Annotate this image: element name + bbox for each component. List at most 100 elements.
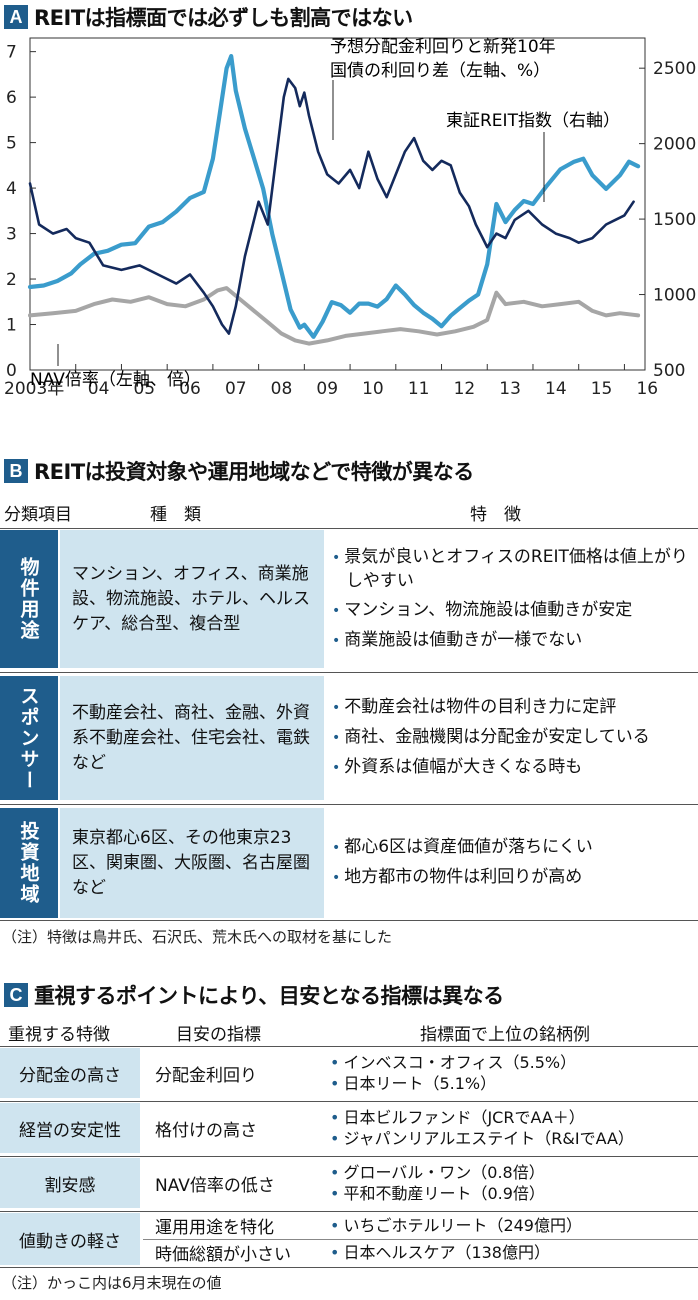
- category-cell: 物件用途: [0, 530, 58, 668]
- x-tick-label: 09: [316, 379, 338, 399]
- features-cell: 都心6区は資産価値が落ちにくい 地方都市の物件は利回りが高め: [330, 808, 696, 918]
- indicator-cell: 時価総額が小さい: [155, 1245, 291, 1265]
- examples-cell: 日本ビルファンド（JCRでAA＋） ジャパンリアルエステイト（R&IでAA）: [330, 1103, 696, 1153]
- y-left-tick-label: 3: [6, 225, 17, 245]
- divider: [0, 920, 698, 921]
- feature-item: 不動産会社は物件の目利き力に定評: [330, 696, 696, 720]
- x-tick-label: 07: [225, 379, 247, 399]
- feature-cell: 割安感: [0, 1158, 140, 1208]
- y-right-tick-label: 1000: [653, 286, 696, 306]
- y-right-tick-label: 2500: [653, 59, 696, 79]
- kinds-cell: マンション、オフィス、商業施設、物流施設、ホテル、ヘルスケア、総合型、複合型: [60, 530, 324, 668]
- section-c-letter: C: [4, 983, 28, 1007]
- series-line-yield-spread: [28, 77, 635, 335]
- table-c-header-indicator: 目安の指標: [176, 1025, 261, 1045]
- features-cell: 景気が良いとオフィスのREIT価格は値上がりしやすい マンション、物流施設は値動…: [330, 530, 696, 668]
- divider: [0, 804, 698, 805]
- annotation-nav-ratio: NAV倍率（左軸、倍）: [30, 370, 201, 390]
- y-left-tick-label: 6: [6, 88, 17, 108]
- category-cell: 投資地域: [0, 808, 58, 918]
- plot-border: [29, 37, 646, 371]
- example-item: グローバル・ワン（0.8倍）: [330, 1162, 696, 1183]
- feature-item: 商社、金融機関は分配金が安定している: [330, 726, 696, 750]
- y-left-tick-label: 7: [6, 43, 17, 63]
- example-item: いちごホテルリート（249億円）: [330, 1215, 696, 1236]
- section-c-title: 重視するポイントにより、目安となる指標は異なる: [34, 984, 504, 1008]
- indicator-cell: 運用用途を特化: [155, 1218, 274, 1238]
- x-tick-label: 11: [408, 379, 430, 399]
- kinds-text: マンション、オフィス、商業施設、物流施設、ホテル、ヘルスケア、総合型、複合型: [72, 563, 310, 634]
- kinds-text: 東京都心6区、その他東京23区、関東圏、大阪圏、名古屋圏など: [72, 827, 310, 898]
- divider: [0, 1267, 698, 1268]
- example-item: ジャパンリアルエステイト（R&IでAA）: [330, 1128, 696, 1149]
- feature-item: 景気が良いとオフィスのREIT価格は値上がりしやすい: [330, 546, 696, 593]
- table-c-header-feature: 重視する特徴: [8, 1025, 110, 1045]
- feature-item: マンション、物流施設は値動きが安定: [330, 599, 696, 623]
- indicator-cell: 分配金利回り: [155, 1065, 257, 1086]
- y-left-tick-label: 0: [6, 361, 17, 381]
- x-tick-label: 10: [362, 379, 384, 399]
- example-item: 日本ヘルスケア（138億円）: [330, 1242, 696, 1263]
- annotation-spread-line1: 予想分配金利回りと新発10年: [330, 37, 556, 57]
- feature-item: 都心6区は資産価値が落ちにくい: [330, 836, 696, 860]
- annotation-spread-line2: 国債の利回り差（左軸、%）: [330, 61, 550, 81]
- y-left-tick-label: 1: [6, 316, 17, 336]
- feature-item: 外資系は値幅が大きくなる時も: [330, 756, 696, 780]
- category-label: 投資地域: [17, 821, 40, 905]
- x-tick-label: 16: [636, 379, 658, 399]
- example-item: 日本リート（5.1%）: [330, 1073, 696, 1094]
- x-tick-label: 2003年: [4, 379, 64, 399]
- y-right-tick-label: 2000: [653, 135, 696, 155]
- section-c-header: C 重視するポイントにより、目安となる指標は異なる: [4, 980, 504, 1010]
- x-tick-label: 15: [591, 379, 613, 399]
- series-line-nav-ratio: [28, 286, 641, 346]
- section-b-title: REITは投資対象や運用地域などで特徴が異なる: [34, 460, 474, 484]
- divider: [0, 528, 698, 529]
- y-right-tick-label: 500: [653, 361, 685, 381]
- x-tick-label: 12: [454, 379, 476, 399]
- section-c-note: （注）かっこ内は6月末現在の値: [2, 1274, 222, 1292]
- feature-item: 地方都市の物件は利回りが高め: [330, 866, 696, 890]
- category-label: 物件用途: [17, 557, 40, 641]
- indicator-cell: 格付けの高さ: [155, 1120, 257, 1141]
- table-b-header-kinds: 種 類: [150, 505, 201, 525]
- table-c-header-examples: 指標面で上位の銘柄例: [420, 1025, 590, 1045]
- feature-cell: 経営の安定性: [0, 1103, 140, 1153]
- divider: [0, 1211, 698, 1212]
- divider: [0, 1046, 698, 1047]
- section-a-letter: A: [4, 5, 28, 29]
- examples-cell: 日本ヘルスケア（138億円）: [330, 1240, 696, 1265]
- section-b-letter: B: [4, 459, 28, 483]
- kinds-cell: 不動産会社、商社、金融、外資系不動産会社、住宅会社、電鉄など: [60, 676, 324, 800]
- x-tick-label: 05: [133, 379, 155, 399]
- y-left-tick-label: 5: [6, 134, 17, 154]
- category-cell: スポンサー: [0, 676, 58, 800]
- section-a-title: REITは指標面では必ずしも割高ではない: [34, 6, 413, 30]
- x-tick-label: 13: [499, 379, 521, 399]
- feature-cell: 値動きの軽さ: [0, 1213, 140, 1265]
- annotation-layer: 予想分配金利回りと新発10年 国債の利回り差（左軸、%） 東証REIT指数（右軸…: [30, 37, 620, 390]
- table-b-header-features: 特 徴: [470, 505, 521, 525]
- example-item: 平和不動産リート（0.9倍）: [330, 1183, 696, 1204]
- plot-frame: [29, 37, 646, 371]
- table-b-header-category: 分類項目: [4, 505, 72, 525]
- x-tick-label: 08: [271, 379, 293, 399]
- divider: [0, 1101, 698, 1102]
- series-layer: [27, 54, 641, 346]
- section-b-header: B REITは投資対象や運用地域などで特徴が異なる: [4, 456, 474, 486]
- x-tick-label: 14: [545, 379, 567, 399]
- examples-cell: いちごホテルリート（249億円）: [330, 1213, 696, 1238]
- series-line-reit-index: [27, 54, 641, 339]
- kinds-cell: 東京都心6区、その他東京23区、関東圏、大阪圏、名古屋圏など: [60, 808, 324, 918]
- example-item: インベスコ・オフィス（5.5%）: [330, 1052, 696, 1073]
- features-cell: 不動産会社は物件の目利き力に定評 商社、金融機関は分配金が安定している 外資系は…: [330, 676, 696, 800]
- section-b-note: （注）特徴は鳥井氏、石沢氏、荒木氏への取材を基にした: [2, 928, 393, 946]
- section-a-header: A REITは指標面では必ずしも割高ではない: [4, 2, 413, 32]
- category-label: スポンサー: [17, 685, 40, 791]
- kinds-text: 不動産会社、商社、金融、外資系不動産会社、住宅会社、電鉄など: [72, 702, 310, 773]
- divider: [0, 672, 698, 673]
- examples-cell: インベスコ・オフィス（5.5%） 日本リート（5.1%）: [330, 1048, 696, 1098]
- feature-item: 商業施設は値動きが一様でない: [330, 629, 696, 653]
